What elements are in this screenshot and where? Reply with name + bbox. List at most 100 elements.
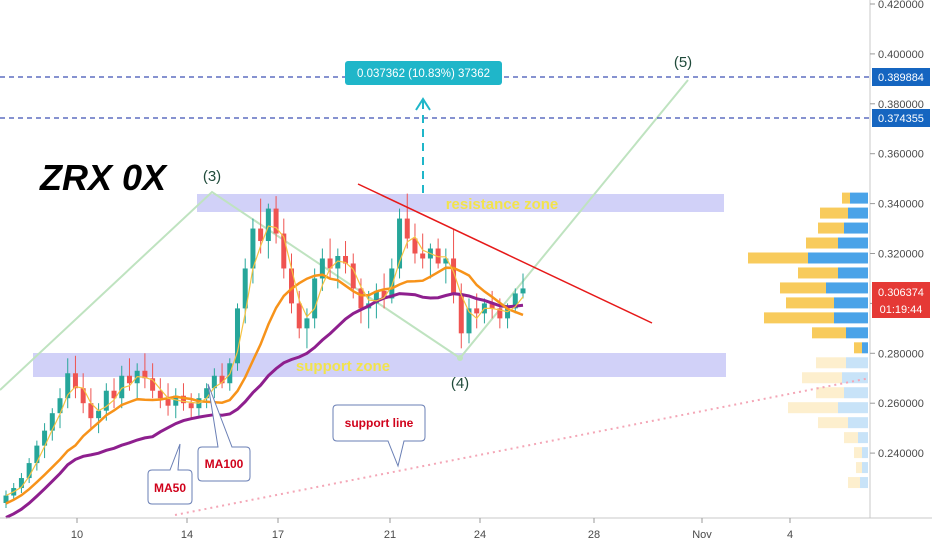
volume-bar-yellow bbox=[798, 267, 838, 279]
time-tick-label: 17 bbox=[272, 529, 284, 541]
price-tick-label: 0.400000 bbox=[878, 49, 924, 61]
volume-bar-blue-faint bbox=[842, 372, 868, 384]
volume-bar-yellow bbox=[786, 297, 834, 309]
time-tick-label: 28 bbox=[588, 529, 600, 541]
volume-bar-blue bbox=[862, 342, 868, 354]
price-tick-label: 0.240000 bbox=[878, 448, 924, 460]
volume-bar-blue bbox=[850, 192, 868, 204]
candle-body bbox=[281, 233, 287, 269]
candle-body bbox=[103, 390, 109, 411]
volume-bar-blue-faint bbox=[862, 462, 868, 474]
price-tick-label: 0.280000 bbox=[878, 348, 924, 360]
volume-bar-blue-faint bbox=[848, 417, 868, 429]
volume-bar-blue-faint bbox=[860, 477, 868, 489]
time-tick-label: 14 bbox=[181, 529, 193, 541]
time-axis[interactable]: 10 14 17 21 24 28 Nov 4 bbox=[71, 518, 793, 541]
ma50-callout-label: MA50 bbox=[154, 481, 186, 495]
candle-body bbox=[381, 290, 387, 299]
candle-body bbox=[219, 375, 225, 384]
volume-bar-yellow bbox=[820, 207, 848, 219]
volume-bar-yellow bbox=[854, 342, 862, 354]
volume-bar-yellow-faint bbox=[802, 372, 842, 384]
candle-body bbox=[142, 370, 148, 379]
support-zone-label: support zone bbox=[296, 358, 390, 375]
volume-bar-yellow bbox=[806, 237, 838, 249]
volume-bar-yellow-faint bbox=[854, 447, 862, 459]
candle-body bbox=[474, 308, 480, 314]
candle-body bbox=[88, 403, 94, 419]
ma-fast-line bbox=[5, 225, 524, 497]
candle-body bbox=[273, 208, 279, 234]
volume-bar-blue bbox=[808, 252, 868, 264]
measure-label-box bbox=[345, 61, 502, 85]
volume-bar-blue bbox=[834, 312, 868, 324]
candle-body bbox=[289, 268, 295, 304]
candle-body bbox=[497, 308, 503, 319]
last-price-tag-box bbox=[872, 282, 930, 318]
candle-body bbox=[72, 373, 78, 389]
candle-body bbox=[49, 413, 55, 431]
price-tick-label: 0.380000 bbox=[878, 99, 924, 111]
candle-body bbox=[358, 288, 364, 309]
wave-path bbox=[0, 79, 689, 391]
price-tick-label: 0.360000 bbox=[878, 149, 924, 161]
volume-bar-yellow bbox=[780, 282, 826, 294]
volume-bar-blue-faint bbox=[858, 432, 868, 444]
ma100-line bbox=[5, 292, 524, 519]
candle-body bbox=[111, 390, 117, 399]
volume-bar-blue bbox=[826, 282, 868, 294]
countdown-tag: 01:19:44 bbox=[880, 304, 923, 316]
target-tag-1: 0.389884 bbox=[878, 72, 924, 84]
candle-body bbox=[373, 290, 379, 304]
candle-body bbox=[296, 303, 302, 329]
candle-body bbox=[173, 395, 179, 406]
candle-body bbox=[57, 398, 63, 414]
wave-point-4 bbox=[457, 355, 463, 361]
target-tag-1-box bbox=[872, 68, 930, 86]
candle-body bbox=[242, 268, 248, 309]
ma100-callout-label: MA100 bbox=[205, 457, 244, 471]
volume-bar-yellow-faint bbox=[816, 387, 844, 399]
candle-body bbox=[126, 375, 132, 384]
candle-body bbox=[520, 288, 526, 294]
candle-body bbox=[42, 430, 48, 446]
candle-body bbox=[80, 388, 86, 404]
candle-body bbox=[150, 378, 156, 391]
support-line-callout bbox=[332, 404, 426, 468]
candle-body bbox=[420, 253, 426, 259]
volume-bar-yellow-faint bbox=[818, 417, 848, 429]
volume-bar-blue-faint bbox=[862, 447, 868, 459]
candle-body bbox=[327, 258, 333, 269]
chart-title: ZRX 0X bbox=[39, 157, 168, 198]
ma50-callout bbox=[147, 443, 193, 505]
candle-body bbox=[466, 308, 472, 334]
volume-bar-yellow bbox=[842, 192, 850, 204]
time-tick-label: 24 bbox=[474, 529, 486, 541]
candle-body bbox=[18, 478, 24, 489]
candle-body bbox=[451, 258, 457, 294]
candle-body bbox=[319, 258, 325, 279]
candle-body bbox=[389, 268, 395, 299]
candle-body bbox=[180, 395, 186, 404]
resistance-zone-label: resistance zone bbox=[446, 196, 559, 213]
volume-bar-yellow bbox=[748, 252, 808, 264]
candle-body bbox=[458, 293, 464, 334]
candle-body bbox=[96, 410, 102, 419]
candle-body bbox=[204, 388, 210, 399]
price-tick-label: 0.260000 bbox=[878, 398, 924, 410]
volume-profile bbox=[748, 192, 868, 489]
volume-bar-yellow-faint bbox=[788, 402, 838, 414]
candle-body bbox=[505, 308, 511, 319]
candle-body bbox=[397, 218, 403, 269]
candle-body bbox=[34, 445, 40, 464]
volume-bar-yellow bbox=[818, 222, 844, 234]
support-zone bbox=[33, 353, 726, 377]
candle-body bbox=[3, 495, 9, 503]
volume-bar-blue bbox=[834, 297, 868, 309]
volume-bar-yellow-faint bbox=[844, 432, 858, 444]
volume-bar-yellow bbox=[764, 312, 834, 324]
volume-bar-yellow-faint bbox=[816, 357, 846, 369]
candle-body bbox=[265, 208, 271, 242]
candle-body bbox=[188, 403, 194, 409]
